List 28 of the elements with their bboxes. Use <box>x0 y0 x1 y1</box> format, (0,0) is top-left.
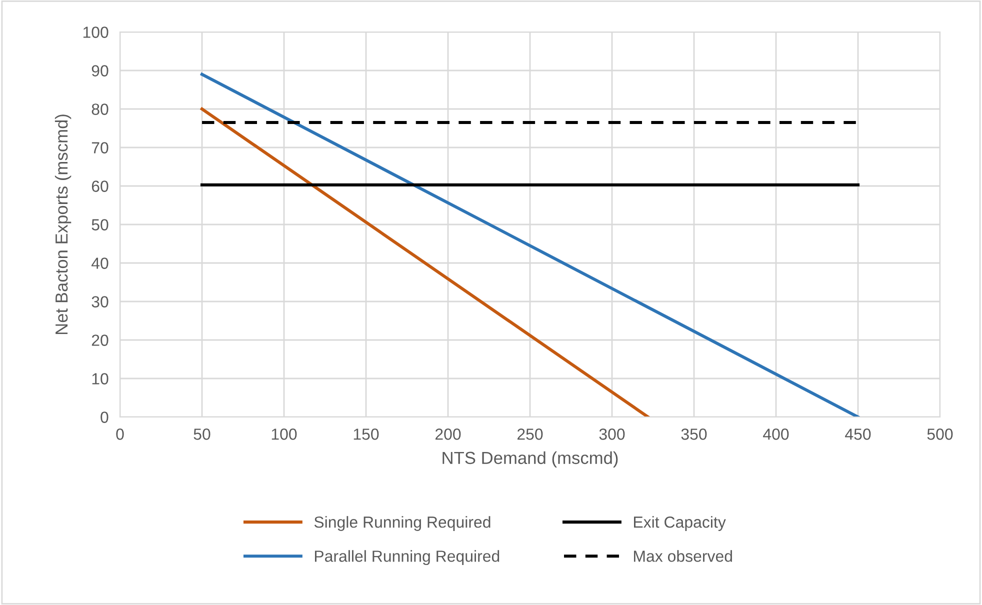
y-tick-label: 50 <box>92 219 108 230</box>
y-tick-label: 100 <box>83 26 108 38</box>
y-tick-label: 70 <box>92 142 108 154</box>
y-tick-label: 10 <box>92 373 108 384</box>
x-tick-label: 400 <box>763 428 789 440</box>
y-tick-label: 40 <box>91 258 108 269</box>
x-tick-label: 0 <box>116 428 124 440</box>
x-tick-label: 100 <box>272 428 297 440</box>
legend-label: Max observed <box>634 550 732 562</box>
x-tick-label: 300 <box>599 428 625 440</box>
x-tick-label: 250 <box>517 428 543 440</box>
y-tick-label: 80 <box>92 104 108 115</box>
x-tick-label: 350 <box>681 428 707 440</box>
x-tick-label: 200 <box>435 428 461 440</box>
x-tick-label: 500 <box>927 428 953 440</box>
legend-label: Parallel Running Required <box>314 550 500 566</box>
legend-label: Single Running Required <box>314 516 490 531</box>
x-tick-label: 50 <box>194 428 210 440</box>
legend-label: Exit Capacity <box>634 516 726 531</box>
x-tick-label: 450 <box>845 428 871 440</box>
y-tick-label: 90 <box>92 65 108 76</box>
y-axis-title: Net Bacton Exports (mscmd) <box>54 114 72 334</box>
y-tick-label: 30 <box>92 296 108 308</box>
x-axis-title: NTS Demand (mscmd) <box>442 451 618 468</box>
y-tick-label: 20 <box>92 334 108 346</box>
y-tick-label: 60 <box>92 180 108 192</box>
y-tick-label: 0 <box>100 412 108 423</box>
x-tick-label: 150 <box>354 428 379 440</box>
